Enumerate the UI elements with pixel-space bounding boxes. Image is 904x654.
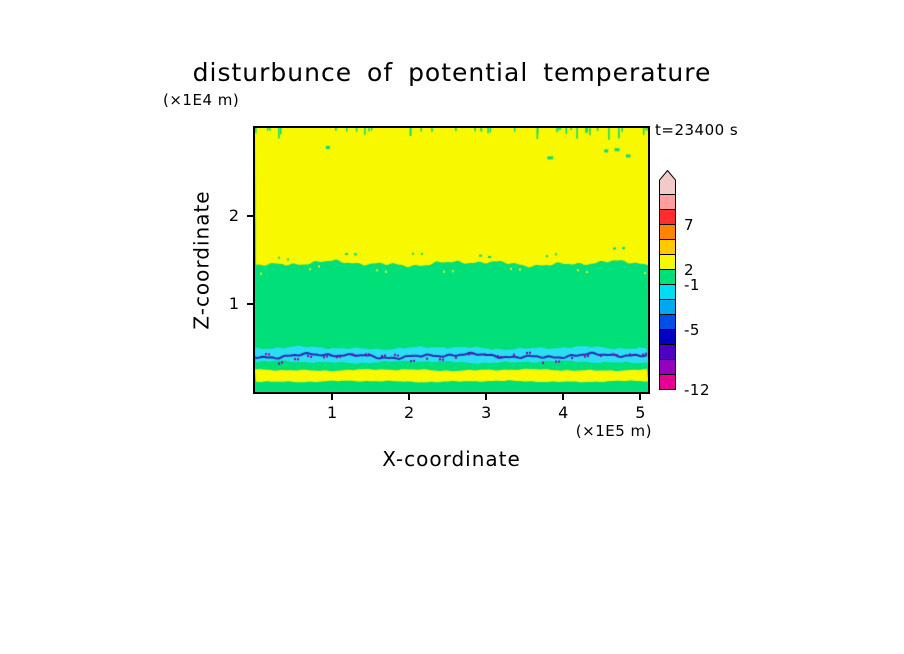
- time-label: t=23400 s: [655, 121, 739, 139]
- y-tick-label: 1: [228, 294, 239, 313]
- colorbar-segment: [659, 209, 676, 225]
- x-tick-mark: [562, 394, 565, 400]
- colorbar-segment: [659, 269, 676, 285]
- colorbar-segment: [659, 239, 676, 255]
- colorbar-segment: [659, 329, 676, 345]
- colorbar-segment: [659, 314, 676, 330]
- x-tick-label: 5: [635, 403, 646, 422]
- contour-field-canvas: [255, 128, 648, 392]
- colorbar-segment: [659, 224, 676, 240]
- x-axis-label: X-coordinate: [382, 447, 521, 471]
- x-tick-mark: [408, 394, 411, 400]
- y-tick-mark: [247, 215, 253, 217]
- x-tick-mark: [639, 394, 642, 400]
- colorbar-segment: [659, 374, 676, 390]
- chart-title: disturbunce of potential temperature: [192, 58, 712, 87]
- colorbar-segment: [659, 254, 676, 270]
- plot-area: [253, 126, 650, 394]
- colorbar-level-label: -1: [684, 276, 700, 294]
- x-tick-mark: [485, 394, 488, 400]
- colorbar-segment: [659, 284, 676, 300]
- x-tick-mark: [331, 394, 334, 400]
- x-axis-unit-label: (×1E5 m): [575, 422, 652, 440]
- colorbar-level-label: -5: [684, 321, 700, 339]
- y-tick-mark: [247, 303, 253, 305]
- x-tick-label: 3: [481, 403, 492, 422]
- colorbar-segment: [659, 359, 676, 375]
- y-axis-label-text: Z-coordinate: [190, 190, 214, 330]
- y-axis-unit-label: (×1E4 m): [163, 91, 240, 109]
- colorbar: [659, 170, 676, 390]
- colorbar-level-label: 7: [684, 216, 695, 234]
- colorbar-arrow: [659, 170, 676, 195]
- colorbar-level-label: 2: [684, 261, 695, 279]
- x-tick-label: 2: [404, 403, 415, 422]
- colorbar-segment: [659, 344, 676, 360]
- colorbar-level-label: -12: [684, 381, 710, 399]
- x-tick-label: 4: [558, 403, 569, 422]
- x-tick-label: 1: [326, 403, 338, 422]
- y-tick-label: 2: [228, 206, 239, 225]
- y-axis-label: Z-coordinate: [186, 128, 218, 392]
- colorbar-segment: [659, 194, 676, 210]
- colorbar-segment: [659, 299, 676, 315]
